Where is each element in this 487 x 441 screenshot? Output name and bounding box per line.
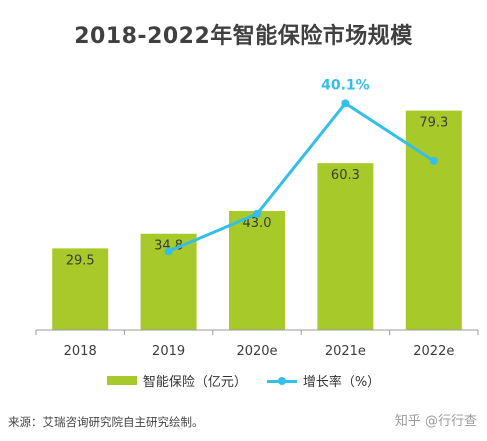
legend-label-line: 增长率（%） (302, 375, 381, 390)
growth-point-2022e (429, 156, 438, 165)
growth-line-layer: 40.1% (164, 77, 438, 256)
x-tick-label-2018: 2018 (64, 344, 97, 359)
bar-label-2022e: 79.3 (419, 116, 448, 131)
growth-annotation-2021e: 40.1% (321, 77, 370, 93)
x-tick-label-2022e: 2022e (413, 344, 454, 359)
bar-2021e (317, 163, 374, 330)
legend-item-bar: 智能保险（亿元） (106, 371, 247, 390)
bar-2018 (52, 248, 109, 330)
x-tick-label-2020e: 2020e (236, 344, 277, 359)
watermark: 知乎 @行行查 (394, 414, 477, 429)
legend-swatch-bar (106, 376, 137, 385)
growth-line (168, 101, 435, 253)
x-tick-label-2021e: 2021e (325, 344, 366, 359)
chart-title: 2018-2022年智能保险市场规模 (74, 24, 413, 49)
bar-2020e (229, 211, 285, 330)
bar-label-2019: 34.8 (154, 239, 183, 254)
legend-item-line: 增长率（%） (266, 371, 381, 390)
growth-point-2019 (164, 247, 173, 256)
source-note: 来源：艾瑞咨询研究院自主研究绘制。 (8, 415, 204, 429)
legend-swatch-line (266, 376, 297, 386)
x-tick-label-2019: 2019 (152, 344, 185, 359)
bar-2022e (405, 110, 462, 330)
bar-label-2020e: 43.0 (243, 216, 272, 231)
bar-label-2021e: 60.3 (331, 168, 360, 183)
legend-label-bar: 智能保险（亿元） (142, 375, 247, 390)
legend: 智能保险（亿元） 增长率（%） (0, 371, 487, 390)
growth-point-2021e (341, 99, 350, 108)
x-axis: 2018 2019 2020e 2021e 2022e (35, 329, 479, 359)
bar-label-2018: 29.5 (66, 253, 95, 268)
bars-layer: 29.5 34.8 43.0 60.3 79.3 (52, 110, 462, 330)
growth-point-2020e (253, 209, 261, 218)
